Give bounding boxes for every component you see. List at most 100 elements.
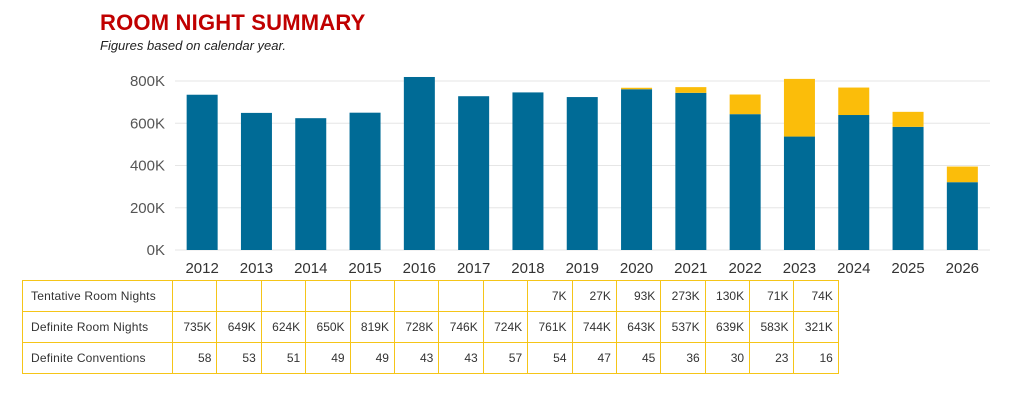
- bars: [186, 76, 978, 251]
- y-tick-label: 200K: [130, 200, 165, 217]
- bar-tentative-room-nights-2024: [838, 87, 870, 116]
- table-cell: 57: [482, 342, 529, 374]
- table-cell: 735K: [171, 311, 218, 343]
- x-tick-label: 2016: [403, 260, 436, 277]
- table-cell: 7K: [527, 280, 573, 312]
- table-cell: 16: [793, 342, 839, 374]
- x-tick-label: 2018: [511, 260, 544, 277]
- table-row: Definite Conventions 58 53 51 49 49 43 43 57 54 47…: [22, 342, 839, 374]
- table-row-label: Definite Room Nights: [22, 311, 173, 343]
- bar-definite-room-nights-2014: [295, 118, 327, 251]
- bar-tentative-room-nights-2026: [946, 166, 978, 183]
- table-cell: [305, 280, 351, 312]
- bar-tentative-room-nights-2020: [621, 87, 653, 90]
- table-cell: [171, 280, 218, 312]
- table-cell: 45: [615, 342, 662, 374]
- bar-definite-room-nights-2025: [892, 126, 924, 250]
- table-cell: [393, 280, 440, 312]
- chart-subtitle: Figures based on calendar year.: [100, 38, 286, 53]
- table-cell: 728K: [393, 311, 440, 343]
- bar-tentative-room-nights-2021: [675, 87, 707, 93]
- table-cell: 53: [216, 342, 262, 374]
- table-cell: 43: [438, 342, 484, 374]
- x-tick-label: 2026: [946, 260, 979, 277]
- chart-title: ROOM NIGHT SUMMARY: [100, 10, 366, 35]
- table-row-label: Definite Conventions: [22, 342, 173, 374]
- table-cell: 74K: [793, 280, 839, 312]
- table-cell: 43: [393, 342, 440, 374]
- table-cell: 819K: [349, 311, 395, 343]
- table-row-label: Tentative Room Nights: [22, 280, 173, 312]
- table-cell: 130K: [704, 280, 751, 312]
- x-tick-label: 2014: [294, 260, 327, 277]
- table-cell: 643K: [615, 311, 662, 343]
- x-tick-label: 2012: [185, 260, 218, 277]
- table-cell: [438, 280, 484, 312]
- x-tick-label: 2021: [674, 260, 707, 277]
- y-tick-label: 0K: [147, 242, 165, 259]
- y-axis-ticks: 0K 200K 400K 600K 800K: [130, 73, 165, 259]
- bar-definite-room-nights-2021: [675, 92, 707, 250]
- summary-table: Tentative Room Nights 7K 27K 93K 273K 130K 71K…: [22, 280, 839, 374]
- table-cell: 93K: [615, 280, 662, 312]
- table-cell: 624K: [260, 311, 307, 343]
- table-cell: [482, 280, 529, 312]
- x-tick-label: 2023: [783, 260, 816, 277]
- bar-definite-room-nights-2017: [458, 96, 490, 251]
- x-tick-label: 2024: [837, 260, 870, 277]
- table-cell: 724K: [482, 311, 529, 343]
- bar-tentative-room-nights-2025: [892, 111, 924, 127]
- table-cell: 36: [660, 342, 706, 374]
- bar-tentative-room-nights-2023: [783, 78, 815, 137]
- bar-definite-room-nights-2016: [403, 76, 435, 250]
- table-cell: 744K: [571, 311, 617, 343]
- table-cell: 47: [571, 342, 617, 374]
- table-cell: 30: [704, 342, 751, 374]
- table-cell: 537K: [660, 311, 706, 343]
- table-cell: 639K: [704, 311, 751, 343]
- table-cell: 761K: [527, 311, 573, 343]
- bar-definite-room-nights-2012: [186, 94, 218, 250]
- bar-definite-room-nights-2020: [621, 89, 653, 251]
- table-cell: 58: [171, 342, 218, 374]
- table-cell: 746K: [438, 311, 484, 343]
- bar-definite-room-nights-2023: [783, 136, 815, 250]
- x-tick-label: 2022: [728, 260, 761, 277]
- bar-definite-room-nights-2019: [566, 97, 598, 251]
- y-tick-label: 600K: [130, 115, 165, 132]
- table-cell: 583K: [749, 311, 795, 343]
- x-tick-label: 2019: [566, 260, 599, 277]
- table-cell: 321K: [793, 311, 839, 343]
- bar-definite-room-nights-2018: [512, 92, 544, 250]
- table-cell: 23: [749, 342, 795, 374]
- y-tick-label: 800K: [130, 73, 165, 90]
- table-cell: 27K: [571, 280, 617, 312]
- table-cell: 54: [527, 342, 573, 374]
- table-cell: 49: [349, 342, 395, 374]
- table-cell: [349, 280, 395, 312]
- x-tick-label: 2020: [620, 260, 653, 277]
- table-cell: 71K: [749, 280, 795, 312]
- table-cell: 51: [260, 342, 307, 374]
- table-cell: 649K: [216, 311, 262, 343]
- x-tick-label: 2017: [457, 260, 490, 277]
- table-cell: 49: [305, 342, 351, 374]
- table-row: Definite Room Nights 735K 649K 624K 650K 819K…: [22, 311, 839, 343]
- bar-definite-room-nights-2015: [349, 112, 381, 250]
- table-row: Tentative Room Nights 7K 27K 93K 273K 130K 71K…: [22, 280, 839, 312]
- table-cell: [216, 280, 262, 312]
- x-tick-label: 2015: [348, 260, 381, 277]
- bar-definite-room-nights-2024: [838, 115, 870, 250]
- bar-tentative-room-nights-2022: [729, 94, 761, 115]
- x-tick-label: 2025: [891, 260, 924, 277]
- bar-definite-room-nights-2022: [729, 114, 761, 250]
- table-cell: 650K: [305, 311, 351, 343]
- table-cell: [260, 280, 307, 312]
- bar-definite-room-nights-2013: [240, 112, 272, 251]
- y-tick-label: 400K: [130, 158, 165, 175]
- x-tick-label: 2013: [240, 260, 273, 277]
- bar-definite-room-nights-2026: [946, 182, 978, 250]
- x-axis-ticks: 2012 2013 2014 2015 2016 2017 2018 2019 2020 2021…: [185, 260, 979, 277]
- table-cell: 273K: [660, 280, 706, 312]
